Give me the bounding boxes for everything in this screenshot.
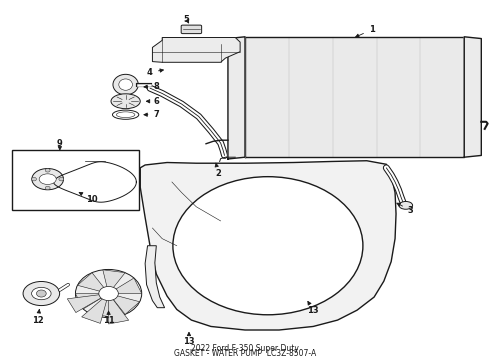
Polygon shape (228, 37, 245, 159)
Polygon shape (140, 161, 396, 330)
Text: 3: 3 (397, 203, 414, 215)
Ellipse shape (39, 174, 56, 184)
Text: 2022 Ford F-350 Super Duty: 2022 Ford F-350 Super Duty (191, 344, 299, 353)
Circle shape (99, 287, 118, 301)
Circle shape (59, 177, 64, 181)
Polygon shape (103, 270, 125, 289)
Ellipse shape (113, 74, 138, 95)
Ellipse shape (32, 168, 64, 190)
Circle shape (75, 269, 142, 318)
Text: 13: 13 (183, 332, 195, 346)
Polygon shape (152, 37, 240, 62)
Text: 6: 6 (147, 97, 159, 106)
Ellipse shape (23, 282, 60, 306)
Polygon shape (464, 37, 481, 157)
Text: 9: 9 (57, 139, 63, 150)
Text: 4: 4 (147, 68, 163, 77)
Ellipse shape (197, 50, 208, 60)
Polygon shape (67, 294, 103, 312)
Circle shape (173, 177, 363, 315)
Text: 1: 1 (356, 25, 375, 37)
Text: 8: 8 (144, 82, 159, 91)
Polygon shape (245, 37, 464, 157)
Polygon shape (112, 295, 140, 314)
Polygon shape (114, 278, 142, 293)
FancyBboxPatch shape (181, 25, 202, 33)
Text: 5: 5 (184, 15, 190, 24)
Ellipse shape (111, 94, 140, 109)
Text: 11: 11 (103, 311, 115, 325)
Ellipse shape (31, 287, 51, 300)
Circle shape (45, 168, 50, 172)
Polygon shape (75, 293, 103, 309)
Polygon shape (145, 246, 165, 308)
Polygon shape (109, 298, 129, 324)
Ellipse shape (119, 79, 132, 90)
Polygon shape (92, 298, 114, 317)
Text: 10: 10 (79, 192, 98, 204)
Circle shape (31, 177, 36, 181)
Text: 2: 2 (215, 163, 221, 177)
Text: 12: 12 (32, 310, 44, 325)
Circle shape (36, 290, 46, 297)
Text: 7: 7 (144, 110, 159, 119)
Polygon shape (82, 298, 107, 323)
Text: GASKET - WATER PUMP  LC3Z-8507-A: GASKET - WATER PUMP LC3Z-8507-A (174, 349, 316, 358)
Text: 13: 13 (307, 301, 319, 315)
FancyBboxPatch shape (12, 150, 139, 210)
Ellipse shape (399, 202, 413, 209)
Circle shape (45, 186, 50, 190)
Polygon shape (77, 273, 105, 292)
